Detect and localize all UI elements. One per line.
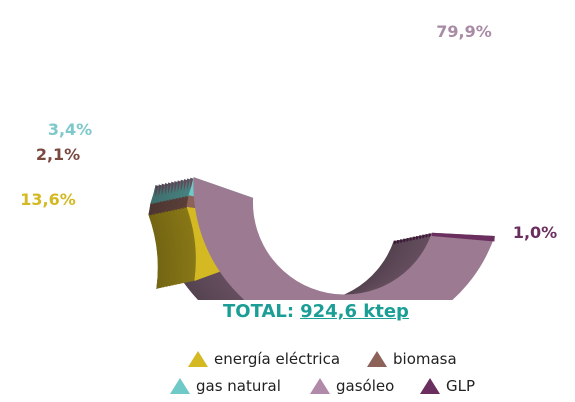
legend-item-gasoleo: gasóleo	[310, 377, 394, 395]
legend-label: gasóleo	[336, 377, 395, 395]
triangle-icon	[367, 351, 387, 367]
legend-label: GLP	[446, 377, 476, 395]
legend-item-glp: GLP	[420, 377, 475, 395]
triangle-icon	[170, 378, 190, 394]
legend-label: biomasa	[393, 350, 457, 368]
total-label: TOTAL:	[223, 301, 295, 322]
total-label-row: TOTAL: 924,6 ktep	[223, 301, 409, 322]
pct-label-4: 1,0%	[513, 223, 557, 242]
slice-glp[interactable]	[431, 232, 495, 242]
pct-label-3: 79,9%	[436, 22, 492, 41]
pct-label-2: 3,4%	[48, 120, 92, 139]
slice-gasóleo[interactable]	[193, 177, 495, 300]
triangle-icon	[420, 378, 440, 394]
pct-label-1: 2,1%	[36, 145, 80, 164]
legend-item-gas-natural: gas natural	[170, 377, 281, 395]
triangle-icon	[310, 378, 330, 394]
legend-label: energía eléctrica	[214, 350, 341, 368]
total-value[interactable]: 924,6 ktep	[300, 301, 409, 322]
legend-label: gas natural	[196, 377, 281, 395]
pct-label-0: 13,6%	[20, 190, 76, 209]
triangle-icon	[188, 351, 208, 367]
legend-item-energia-electrica: energía eléctrica	[188, 350, 340, 368]
legend-item-biomasa: biomasa	[367, 350, 457, 368]
half-donut-chart: 13,6% 2,1% 3,4% 79,9% 1,0%	[20, 22, 557, 300]
